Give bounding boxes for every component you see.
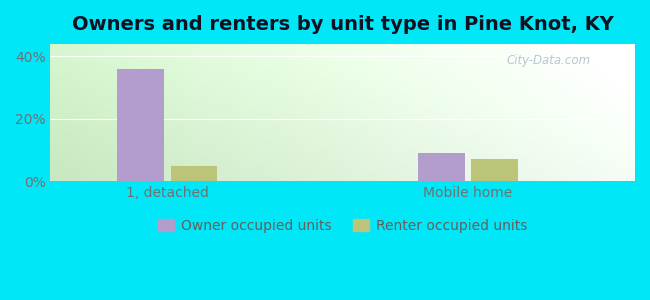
Title: Owners and renters by unit type in Pine Knot, KY: Owners and renters by unit type in Pine … (72, 15, 614, 34)
Legend: Owner occupied units, Renter occupied units: Owner occupied units, Renter occupied un… (152, 213, 534, 238)
Text: City-Data.com: City-Data.com (506, 54, 591, 67)
Bar (471, 160, 518, 182)
Bar (418, 153, 465, 182)
Bar (117, 69, 164, 182)
Bar (171, 166, 218, 182)
